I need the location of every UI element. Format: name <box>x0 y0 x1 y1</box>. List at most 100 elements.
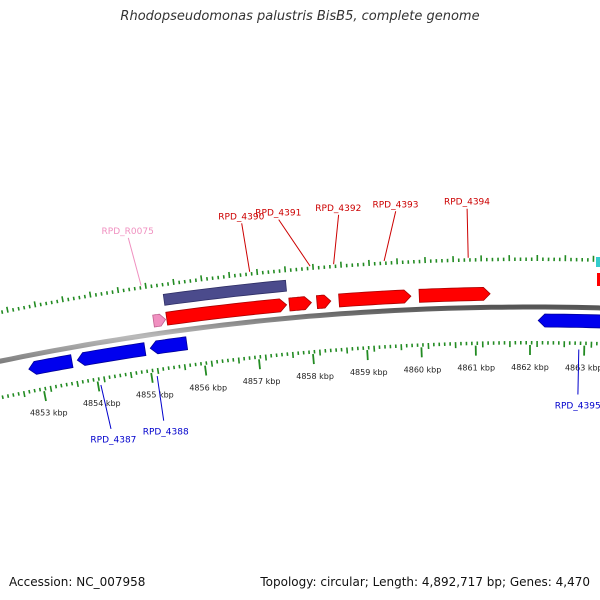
gc-tick <box>54 384 58 389</box>
gc-tick <box>1 310 4 314</box>
gene-RPD_4387[interactable] <box>28 354 74 375</box>
gc-tick <box>151 368 154 373</box>
gc-tick <box>122 288 125 293</box>
gc-tick <box>88 291 92 298</box>
gc-tick <box>156 367 160 375</box>
gc-tick <box>155 283 158 288</box>
label-pointer <box>577 349 580 395</box>
gc-tick <box>146 369 149 374</box>
gene-RPD_4390[interactable] <box>165 298 288 326</box>
gene-label[interactable]: RPD_R0075 <box>102 227 154 237</box>
gene-RPD_4391[interactable] <box>288 296 312 312</box>
label-pointer <box>466 208 469 258</box>
gene-RPD_4388b[interactable] <box>149 336 189 355</box>
axis-tick <box>150 372 154 383</box>
gc-skew-track-bottom <box>1 340 598 400</box>
edge-feature-red[interactable] <box>597 273 600 286</box>
gc-tick <box>6 394 10 398</box>
axis-tick-label: 4855 kbp <box>136 391 174 400</box>
gc-tick <box>28 304 31 309</box>
gene-label[interactable]: RPD_4394 <box>444 198 490 208</box>
gc-tick <box>206 276 209 281</box>
gene-label[interactable]: RPD_4391 <box>255 209 301 219</box>
gc-tick <box>173 365 176 370</box>
gene-RPD_4393[interactable] <box>338 289 412 308</box>
axis-tick-label: 4858 kbp <box>296 372 334 381</box>
gc-tick <box>183 279 186 284</box>
axis-tick-label: 4859 kbp <box>350 368 388 377</box>
gc-tick <box>161 282 164 287</box>
axis-tick <box>96 381 101 392</box>
gc-tick <box>78 295 81 300</box>
axis-tick <box>258 359 261 370</box>
gene-RPD_R0075[interactable] <box>152 313 167 328</box>
gc-tick <box>221 359 224 364</box>
axis-tick-label: 4857 kbp <box>243 377 281 386</box>
gc-tick <box>119 373 122 378</box>
axis-tick <box>366 350 369 361</box>
gene-RPD_4394[interactable] <box>418 286 491 303</box>
gc-tick <box>167 282 170 286</box>
gc-tick <box>228 271 231 279</box>
gc-tick <box>183 364 187 371</box>
gc-tick <box>200 275 203 282</box>
gene-label[interactable]: RPD_4393 <box>372 200 418 210</box>
gene-label[interactable]: RPD_4387 <box>90 436 136 446</box>
gene-RPD_4390[interactable] <box>162 279 287 306</box>
axis-tick-label: 4860 kbp <box>404 365 442 374</box>
axis-tick-label: 4856 kbp <box>189 383 227 392</box>
gc-tick <box>17 306 20 311</box>
gene-label[interactable]: RPD_4392 <box>315 204 361 214</box>
gc-tick <box>81 379 84 384</box>
gc-tick <box>92 378 95 382</box>
gc-tick <box>65 382 68 387</box>
gene-RPD_4392[interactable] <box>315 294 332 309</box>
gc-tick <box>56 299 59 304</box>
edge-feature-cyan[interactable] <box>596 257 600 267</box>
gc-tick <box>113 374 116 379</box>
gc-tick <box>111 290 114 295</box>
gc-tick <box>61 296 64 303</box>
gc-tick <box>210 360 214 367</box>
gc-tick <box>44 386 47 391</box>
gc-tick <box>100 292 103 296</box>
gc-tick <box>124 372 127 377</box>
gc-tick <box>94 292 97 297</box>
gc-tick <box>264 354 267 361</box>
gene-label[interactable]: RPD_4390 <box>218 212 264 222</box>
gc-tick <box>17 392 20 396</box>
gene-RPD_4395[interactable] <box>537 313 600 329</box>
gc-tick <box>216 359 219 364</box>
gc-tick <box>140 370 143 374</box>
gene-label[interactable]: RPD_4388 <box>143 428 189 438</box>
gc-tick <box>45 301 48 306</box>
gc-tick <box>70 381 74 386</box>
gc-tick <box>172 278 175 286</box>
gene-RPD_4388[interactable] <box>76 342 147 366</box>
gc-tick <box>49 385 53 392</box>
gc-tick <box>129 371 133 379</box>
axis-tick-label: 4854 kbp <box>83 399 121 408</box>
gc-skew-track-top <box>1 255 600 314</box>
label-pointer <box>278 219 311 267</box>
kbp-axis: 4853 kbp 4854 kbp 4855 kbp 4856 kbp 4857 kbp… <box>30 345 600 418</box>
gc-tick <box>128 287 131 292</box>
gc-tick <box>284 266 287 273</box>
gc-tick <box>133 286 136 291</box>
gc-tick <box>6 306 9 313</box>
gc-tick <box>50 300 53 305</box>
accession-label: Accession: NC_007958 <box>9 575 146 589</box>
gc-tick <box>256 268 259 276</box>
gc-tick <box>106 291 109 295</box>
genome-title: Rhodopseudomonas palustris BisB5, comple… <box>120 9 480 24</box>
gc-tick <box>33 388 36 393</box>
gene-label[interactable]: RPD_4395 <box>555 402 600 412</box>
gc-tick <box>144 282 147 289</box>
axis-tick <box>204 365 208 376</box>
label-pointer <box>333 214 340 265</box>
gc-tick <box>237 357 240 364</box>
label-pointer <box>127 237 142 286</box>
gene-features <box>28 257 600 375</box>
